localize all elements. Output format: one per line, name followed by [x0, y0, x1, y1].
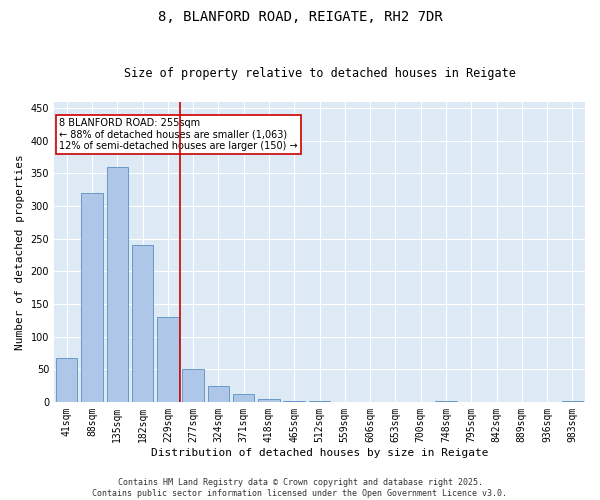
Bar — [309, 401, 330, 402]
Bar — [233, 394, 254, 402]
Bar — [435, 400, 457, 402]
Bar — [258, 398, 280, 402]
Y-axis label: Number of detached properties: Number of detached properties — [15, 154, 25, 350]
Text: 8, BLANFORD ROAD, REIGATE, RH2 7DR: 8, BLANFORD ROAD, REIGATE, RH2 7DR — [158, 10, 442, 24]
Text: Contains HM Land Registry data © Crown copyright and database right 2025.
Contai: Contains HM Land Registry data © Crown c… — [92, 478, 508, 498]
Bar — [132, 245, 153, 402]
Bar — [283, 401, 305, 402]
Bar — [182, 369, 204, 402]
Bar — [157, 317, 179, 402]
Text: 8 BLANFORD ROAD: 255sqm
← 88% of detached houses are smaller (1,063)
12% of semi: 8 BLANFORD ROAD: 255sqm ← 88% of detache… — [59, 118, 298, 151]
Title: Size of property relative to detached houses in Reigate: Size of property relative to detached ho… — [124, 66, 515, 80]
X-axis label: Distribution of detached houses by size in Reigate: Distribution of detached houses by size … — [151, 448, 488, 458]
Bar — [56, 358, 77, 402]
Bar — [81, 193, 103, 402]
Bar — [208, 386, 229, 402]
Bar — [562, 400, 583, 402]
Bar — [107, 167, 128, 402]
